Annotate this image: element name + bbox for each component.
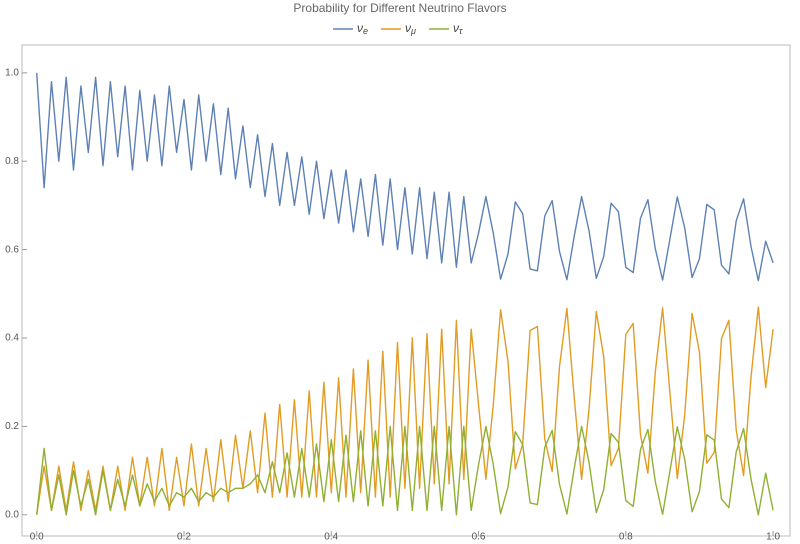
frame <box>21 44 791 537</box>
y-tick-label: 0.2 <box>5 421 19 432</box>
x-tick-label: 0.0 <box>30 532 44 543</box>
x-tick-label: 1.0 <box>766 532 780 543</box>
legend-label: νe <box>357 21 368 36</box>
y-tick-label: 1.0 <box>5 67 19 78</box>
series-line <box>36 425 774 516</box>
x-tick-label: 0.2 <box>177 532 191 543</box>
y-tick-label: 0.8 <box>5 156 19 167</box>
series-line <box>36 306 774 515</box>
x-tick-label: 0.8 <box>619 532 633 543</box>
y-tick-label: 0.6 <box>5 244 19 255</box>
series-line <box>36 72 774 282</box>
chart-title: Probability for Different Neutrino Flavo… <box>293 1 506 15</box>
x-tick-label: 0.4 <box>324 532 338 543</box>
legend-label: ντ <box>453 21 463 36</box>
x-tick-label: 0.6 <box>472 532 486 543</box>
legend-label: νμ <box>405 21 416 36</box>
y-tick-label: 0.4 <box>5 333 19 344</box>
y-tick-label: 0.0 <box>5 509 19 520</box>
